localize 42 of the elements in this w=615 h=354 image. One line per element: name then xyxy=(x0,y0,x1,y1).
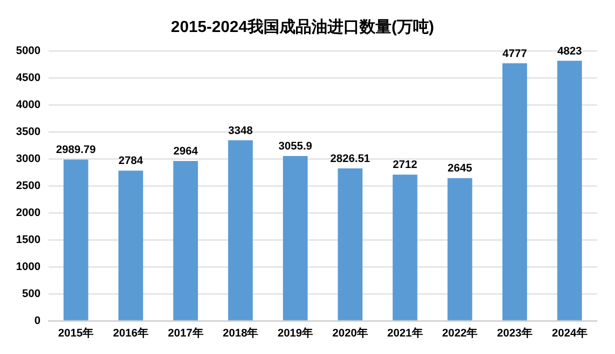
x-tick-label: 2015年 xyxy=(58,326,94,340)
bar xyxy=(557,60,582,320)
data-label: 2826.51 xyxy=(330,152,370,165)
data-label: 2645 xyxy=(448,162,472,175)
bar xyxy=(228,140,253,320)
x-tick-label: 2020年 xyxy=(332,326,368,340)
y-tick-label: 500 xyxy=(22,288,40,300)
data-label: 3055.9 xyxy=(278,140,312,153)
x-tick-label: 2016年 xyxy=(113,326,148,340)
data-label: 2712 xyxy=(392,159,418,172)
y-tick-label: 3000 xyxy=(16,153,40,166)
bar xyxy=(282,156,308,320)
data-label: 2989.79 xyxy=(56,144,96,156)
y-tick-label: 1500 xyxy=(16,234,40,246)
data-label: 4777 xyxy=(502,48,527,60)
bar xyxy=(448,178,472,320)
x-tick-label: 2023年 xyxy=(496,326,532,340)
y-tick-label: 4500 xyxy=(16,72,40,84)
x-tick-label: 2017年 xyxy=(168,326,204,340)
x-tick-label: 2024年 xyxy=(552,326,588,340)
bar xyxy=(392,174,418,320)
bar xyxy=(502,63,528,320)
bar xyxy=(118,170,144,320)
y-tick-label: 4000 xyxy=(16,99,40,112)
x-tick-label: 2022年 xyxy=(442,326,478,340)
data-label: 2784 xyxy=(118,155,144,168)
y-tick-label: 1000 xyxy=(16,260,40,273)
bar xyxy=(173,160,198,320)
x-tick-label: 2021年 xyxy=(387,326,423,340)
x-tick-label: 2018年 xyxy=(222,326,258,340)
data-label: 3348 xyxy=(228,124,253,137)
data-label: 2964 xyxy=(173,146,199,158)
bar xyxy=(64,160,88,320)
y-tick-label: 3500 xyxy=(16,126,40,138)
y-tick-label: 5000 xyxy=(16,45,40,58)
x-tick-label: 2019年 xyxy=(278,326,314,340)
y-tick-label: 0 xyxy=(34,314,40,327)
y-tick-label: 2000 xyxy=(16,206,40,219)
bar xyxy=(338,168,363,320)
y-tick-label: 2500 xyxy=(16,180,40,192)
data-label: 4823 xyxy=(557,45,582,58)
chart-title: 2015-2024我国成品油进口数量(万吨) xyxy=(170,18,434,36)
